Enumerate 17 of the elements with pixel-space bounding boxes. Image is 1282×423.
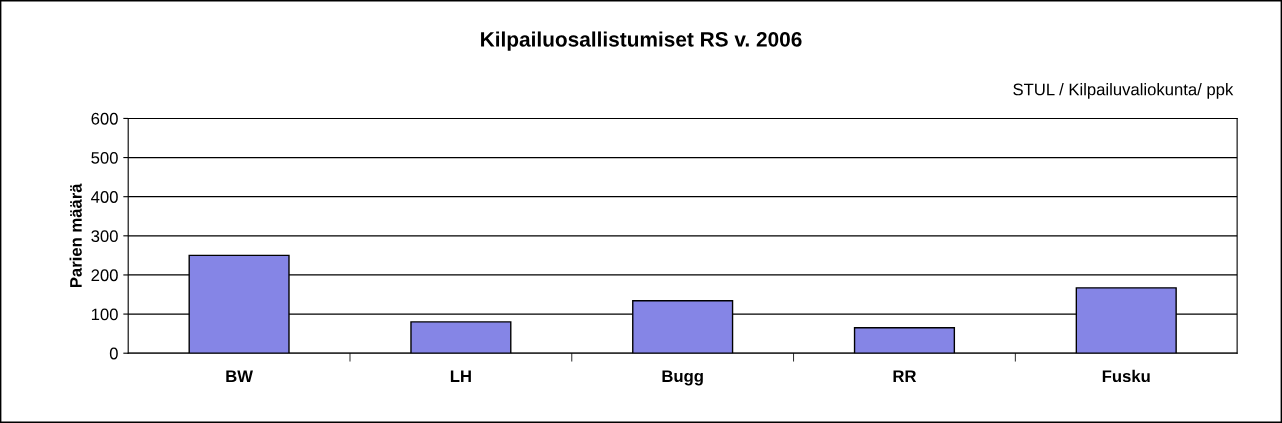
x-tick-label: BW bbox=[226, 370, 253, 382]
text: STUL / Kilpailuvaliokunta/ ppk bbox=[1013, 83, 1234, 99]
x-tick-label: LH bbox=[450, 370, 471, 382]
y-tick-label: 600 bbox=[91, 112, 118, 125]
y-tick-label: 100 bbox=[91, 308, 118, 321]
y-tick-label: 300 bbox=[91, 230, 118, 243]
y-tick-label: 500 bbox=[91, 151, 118, 164]
y-axis-title: Parien määrä bbox=[69, 183, 82, 288]
y-tick-label: 400 bbox=[91, 191, 118, 203]
y-tick-label: 0 bbox=[109, 347, 118, 360]
x-tick-label: RR bbox=[893, 370, 917, 382]
bar bbox=[853, 327, 956, 354]
x-tick-label: Fusku bbox=[1102, 369, 1150, 383]
y-tick-label: 200 bbox=[91, 269, 118, 282]
chart-title: Kilpailuosallistumiset RS v. 2006 bbox=[481, 31, 802, 51]
x-tick-label: Bugg bbox=[662, 370, 703, 386]
bar bbox=[410, 321, 512, 354]
